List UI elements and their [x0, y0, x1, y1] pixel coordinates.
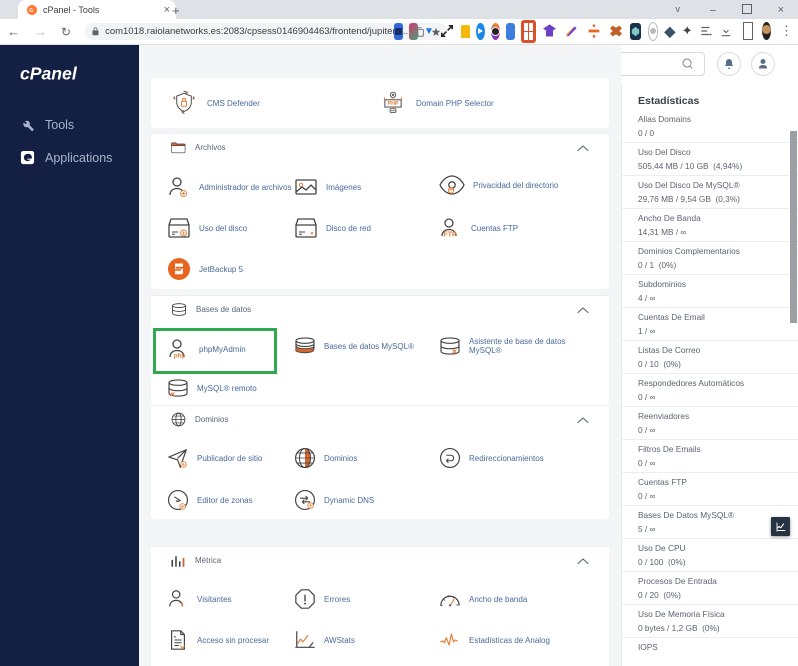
svg-text:cPanel: cPanel: [20, 64, 78, 84]
svg-text:FTP: FTP: [443, 232, 457, 239]
svg-text:php: php: [174, 353, 186, 360]
svg-text:PHP: PHP: [388, 101, 399, 107]
